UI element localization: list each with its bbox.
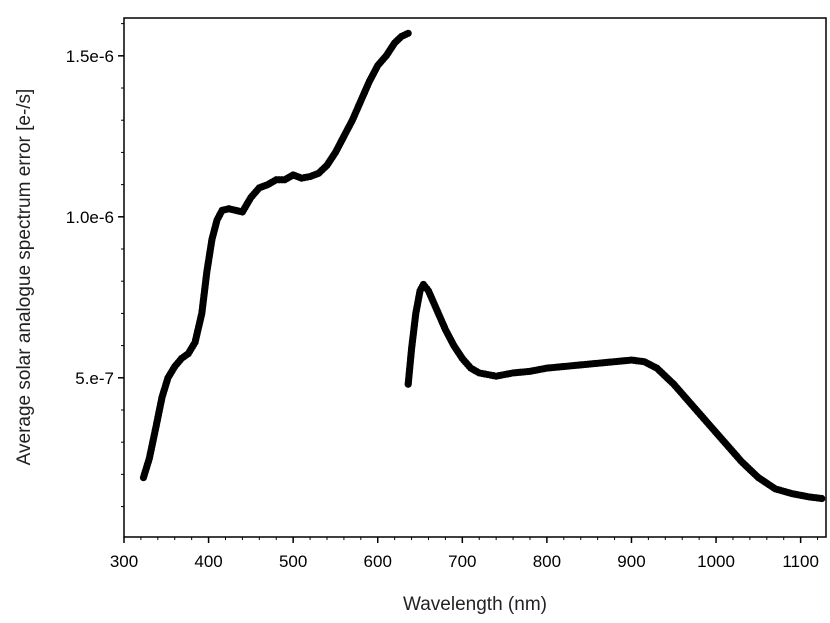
x-tick-label: 500	[279, 552, 307, 571]
y-tick-label: 1.5e-6	[66, 47, 114, 66]
x-tick-label: 1100	[782, 552, 819, 571]
y-tick-label: 5.e-7	[75, 369, 114, 388]
x-tick-label: 700	[448, 552, 476, 571]
x-axis: 300 400 500 600 700 800 900 1000 1100	[110, 537, 819, 571]
y-axis: 5.e-7 1.0e-6 1.5e-6	[66, 23, 124, 508]
x-tick-label: 300	[110, 552, 138, 571]
x-tick-label: 400	[194, 552, 222, 571]
y-tick-label: 1.0e-6	[66, 208, 114, 227]
y-axis-label: Average solar analogue spectrum error [e…	[14, 89, 35, 466]
x-axis-label: Wavelength (nm)	[403, 594, 547, 615]
x-tick-label: 600	[364, 552, 392, 571]
plot-area-frame	[123, 17, 827, 538]
x-tick-label: 900	[617, 552, 645, 571]
data-points	[139, 29, 826, 503]
x-tick-label: 800	[533, 552, 561, 571]
data-point	[404, 29, 412, 37]
data-point	[818, 494, 826, 503]
x-tick-label: 1000	[697, 552, 735, 571]
